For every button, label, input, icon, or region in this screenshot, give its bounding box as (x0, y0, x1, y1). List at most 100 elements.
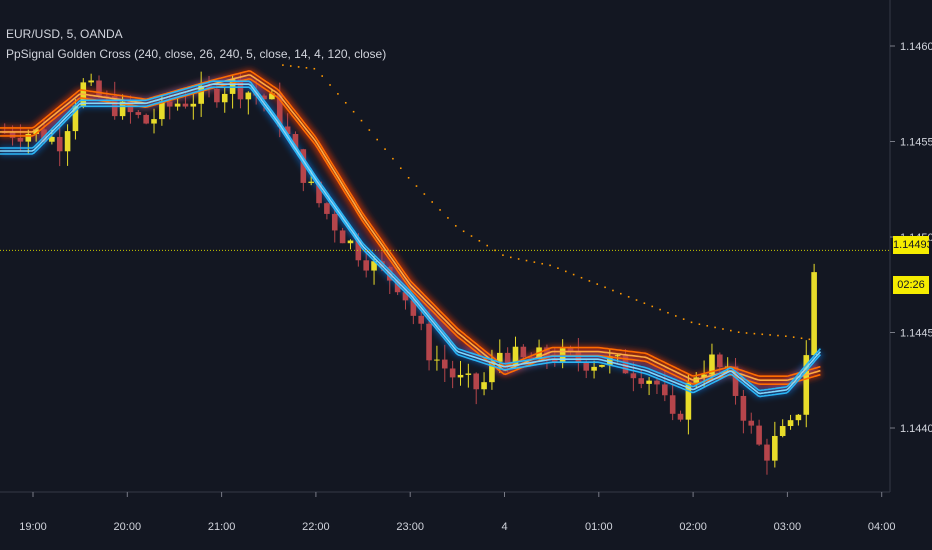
fast-band-line (0, 83, 822, 395)
indicator-title: PpSignal Golden Cross (240, close, 26, 2… (6, 47, 387, 61)
y-tick-label: 1.14400 (900, 423, 932, 435)
candle-body (717, 354, 723, 368)
dotted-average-point (572, 273, 575, 276)
candle-body (402, 292, 409, 301)
dotted-average-point (690, 321, 693, 324)
dotted-average-point (399, 167, 402, 170)
dotted-average-point (384, 148, 386, 150)
candle-body (654, 380, 660, 385)
dotted-average-point (415, 185, 418, 187)
candle-body (198, 85, 204, 104)
symbol-title: EUR/USD, 5, OANDA (6, 27, 123, 41)
dotted-average-point (635, 299, 638, 301)
candle-body (764, 444, 770, 461)
dotted-average-point (730, 329, 732, 332)
candle-body (237, 79, 244, 100)
fast-band-line (0, 86, 822, 398)
candle-body (96, 80, 102, 96)
candle-body (520, 346, 527, 358)
candle-body (182, 103, 189, 107)
dotted-average-point (368, 129, 371, 131)
slow-band-line (0, 74, 821, 381)
dotted-average-point (675, 315, 677, 317)
candle-body (512, 346, 519, 366)
candle-body (591, 366, 597, 371)
candle-body (135, 112, 142, 115)
dotted-average-point (627, 296, 630, 298)
y-tick-label: 1.14600 (900, 41, 932, 53)
candle-body (701, 374, 707, 378)
fast-band-line (0, 80, 822, 392)
x-tick-label: 01:00 (585, 521, 613, 533)
dotted-average-point (604, 286, 606, 289)
candle-body (119, 101, 126, 117)
candle-body (496, 352, 503, 362)
dotted-average-point (612, 289, 614, 292)
dotted-average-point (509, 256, 512, 259)
candle-body (33, 129, 39, 134)
candle-body (599, 365, 605, 367)
dotted-average-point (392, 157, 394, 160)
candle-body (779, 426, 786, 436)
slow-band-line (0, 78, 821, 385)
candle-body (662, 384, 668, 396)
x-tick-label: 21:00 (208, 521, 236, 533)
indicator-glow (0, 68, 825, 399)
candle-body (379, 261, 385, 268)
candle-body (685, 382, 692, 420)
dotted-average-point (682, 318, 685, 320)
candle-body (56, 136, 63, 152)
candle-body (284, 126, 291, 135)
candle-body (88, 80, 94, 83)
dotted-average-point (706, 325, 709, 327)
dotted-average-point (761, 333, 764, 336)
candle-body (795, 414, 802, 421)
candle-body (276, 93, 283, 127)
dotted-average-point (737, 331, 740, 333)
dotted-average-point (541, 262, 544, 265)
x-tick-label: 20:00 (114, 521, 142, 533)
dotted-average-point (525, 259, 528, 262)
candle-body (261, 95, 267, 100)
time-axis[interactable]: 19:00 20:00 21:00 22:00 23:00 4 01:00 02:00 03:0… (19, 492, 895, 533)
candle-body (551, 358, 558, 363)
candle-body (316, 181, 322, 204)
candle-body (646, 380, 652, 384)
candle-body (72, 105, 79, 132)
candle-body (64, 131, 71, 152)
dotted-average-point (337, 93, 339, 95)
candle-body (772, 435, 778, 461)
candle-body (787, 420, 794, 427)
candle-body (607, 356, 613, 366)
candle-body (331, 213, 338, 231)
candle-body (669, 395, 676, 414)
y-tick-label: 1.14450 (900, 328, 932, 340)
dotted-average-point (769, 334, 771, 336)
dotted-average-point (722, 328, 724, 330)
candle-body (166, 101, 173, 107)
dotted-average-point (329, 84, 331, 86)
dotted-average-point (714, 326, 716, 329)
dotted-average-point (620, 292, 622, 295)
dotted-average-point (289, 65, 292, 67)
candle-body (811, 272, 817, 356)
slow-band-glow (0, 68, 822, 387)
candle-body (434, 359, 440, 361)
dotted-average-point (557, 267, 559, 269)
dotted-average-point (423, 193, 426, 195)
dotted-average-point (282, 64, 284, 66)
candle-body (638, 378, 645, 384)
dotted-average-point (588, 280, 591, 282)
x-tick-label: 4 (501, 521, 507, 533)
dotted-average-point (376, 138, 378, 141)
candle-body (308, 181, 314, 183)
dotted-average-point (502, 254, 504, 256)
dotted-average-point (667, 311, 669, 314)
candle-body (489, 361, 495, 383)
dotted-average-point (486, 244, 489, 247)
dotted-average-point (517, 258, 520, 260)
dotted-average-point (659, 308, 661, 311)
y-tick-label: 1.14550 (900, 137, 932, 149)
